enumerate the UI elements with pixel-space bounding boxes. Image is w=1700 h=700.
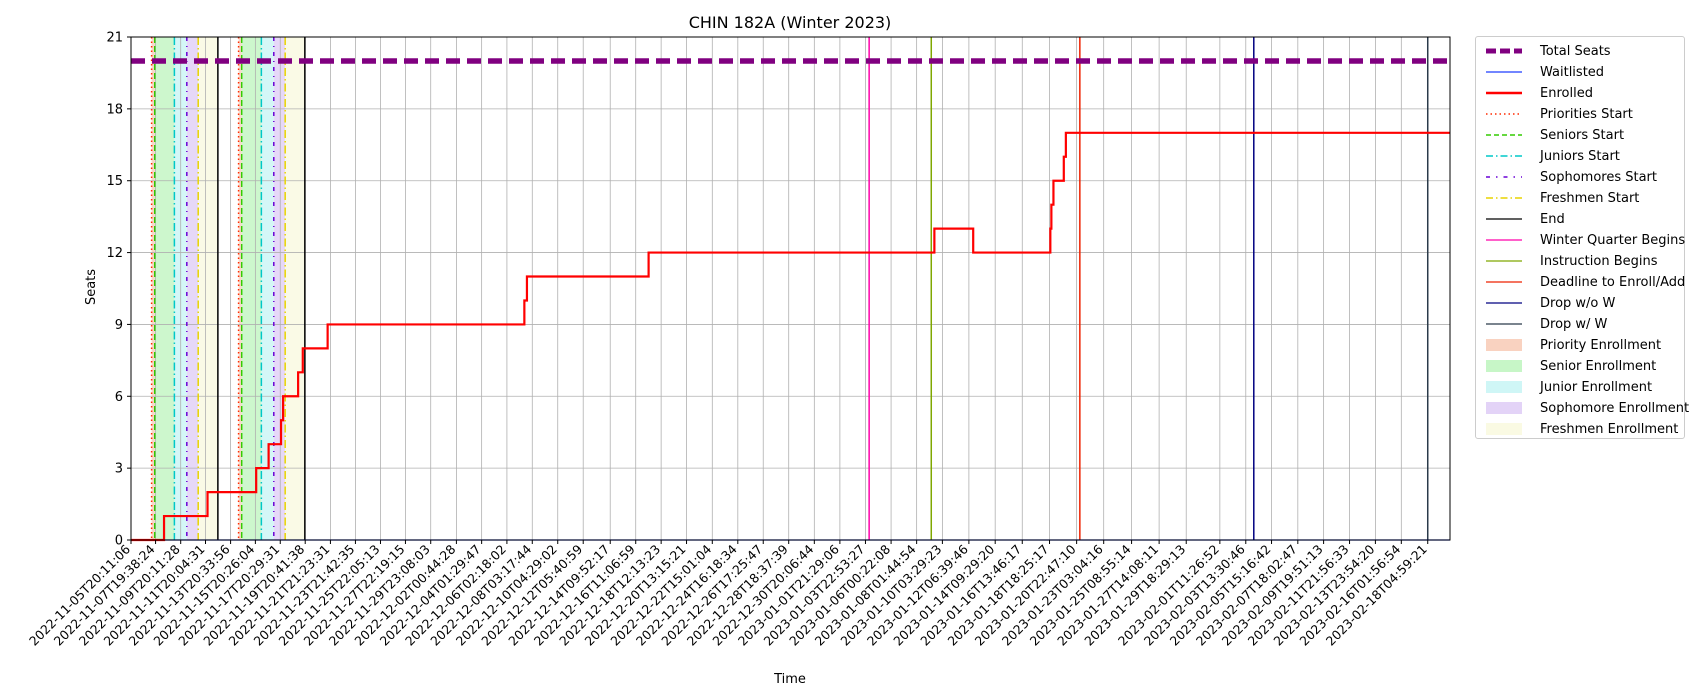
y-tick-label: 18 — [106, 102, 123, 117]
legend-swatch — [1486, 48, 1522, 54]
legend-swatch — [1486, 176, 1522, 178]
legend-swatch — [1486, 381, 1522, 393]
legend-item-priority-enrollment: Priority Enrollment — [1482, 336, 1661, 354]
legend-swatch — [1486, 239, 1522, 241]
legend-label: Priority Enrollment — [1540, 337, 1662, 353]
legend-swatch — [1486, 197, 1522, 199]
legend-item-deadline-to-enroll-add: Deadline to Enroll/Add — [1482, 273, 1685, 291]
legend-item-freshmen-start: Freshmen Start — [1482, 189, 1639, 207]
legend-label: Instruction Begins — [1540, 253, 1658, 269]
shaded-priority-enrollment — [238, 37, 242, 540]
legend-label: Waitlisted — [1540, 64, 1605, 80]
y-tick-label: 3 — [115, 462, 123, 477]
shaded-freshmen-enrollment — [198, 37, 218, 540]
legend-swatch — [1486, 402, 1522, 414]
legend-item-winter-quarter-begins: Winter Quarter Begins — [1482, 231, 1685, 249]
legend-swatch — [1486, 218, 1522, 220]
legend-item-instruction-begins: Instruction Begins — [1482, 252, 1658, 270]
legend-label: End — [1540, 211, 1565, 227]
series-enrolled — [131, 131, 1450, 542]
legend-item-end: End — [1482, 210, 1565, 228]
legend-item-junior-enrollment: Junior Enrollment — [1482, 378, 1652, 396]
legend-label: Sophomore Enrollment — [1540, 400, 1690, 416]
legend-label: Junior Enrollment — [1540, 379, 1653, 395]
shaded-sophomore-enrollment — [273, 37, 286, 540]
legend-swatch — [1486, 91, 1522, 95]
legend-item-sophomores-start: Sophomores Start — [1482, 168, 1657, 186]
legend-label: Freshmen Enrollment — [1540, 421, 1679, 437]
legend-item-waitlisted: Waitlisted — [1482, 63, 1604, 81]
legend-item-priorities-start: Priorities Start — [1482, 105, 1633, 123]
plot-frame — [130, 36, 1451, 541]
legend-label: Senior Enrollment — [1540, 358, 1657, 374]
legend-label: Total Seats — [1540, 43, 1611, 59]
chart-title: CHIN 182A (Winter 2023) — [689, 13, 892, 32]
legend-item-senior-enrollment: Senior Enrollment — [1482, 357, 1656, 375]
legend-swatch — [1486, 71, 1522, 73]
legend-swatch — [1486, 281, 1522, 283]
legend-item-sophomore-enrollment: Sophomore Enrollment — [1482, 399, 1689, 417]
legend-label: Freshmen Start — [1540, 190, 1640, 206]
legend-label: Drop w/ W — [1540, 316, 1608, 332]
plot-area — [131, 37, 1450, 540]
y-tick-label: 21 — [106, 31, 123, 46]
shaded-senior-enrollment — [154, 37, 175, 540]
y-tick-label: 0 — [115, 534, 123, 549]
legend-item-total-seats: Total Seats — [1482, 42, 1611, 60]
legend-item-enrolled: Enrolled — [1482, 84, 1593, 102]
legend-swatch — [1486, 155, 1522, 157]
legend-label: Drop w/o W — [1540, 295, 1616, 311]
shaded-junior-enrollment — [261, 37, 274, 540]
legend-item-drop-w-o-w: Drop w/o W — [1482, 294, 1615, 312]
legend-label: Sophomores Start — [1540, 169, 1657, 185]
legend-swatch — [1486, 360, 1522, 372]
legend-swatch — [1486, 339, 1522, 351]
legend-item-drop-w-w: Drop w/ W — [1482, 315, 1607, 333]
y-tick-label: 6 — [115, 390, 123, 405]
legend-swatch — [1486, 423, 1522, 435]
legend-label: Juniors Start — [1540, 148, 1620, 164]
legend-swatch — [1486, 302, 1522, 304]
y-tick-label: 15 — [106, 174, 123, 189]
legend-label: Winter Quarter Begins — [1540, 232, 1686, 248]
legend-item-seniors-start: Seniors Start — [1482, 126, 1624, 144]
legend-item-juniors-start: Juniors Start — [1482, 147, 1620, 165]
shaded-sophomore-enrollment — [186, 37, 199, 540]
legend-label: Enrolled — [1540, 85, 1593, 101]
shaded-senior-enrollment — [241, 37, 262, 540]
shaded-freshmen-enrollment — [285, 37, 305, 540]
legend-label: Seniors Start — [1540, 127, 1625, 143]
shaded-priority-enrollment — [151, 37, 155, 540]
legend-swatch — [1486, 134, 1522, 136]
legend-swatch — [1486, 323, 1522, 325]
chart-legend: Total Seats Waitlisted Enrolled Priorities … — [1475, 36, 1689, 439]
legend-swatch — [1486, 260, 1522, 262]
legend-label: Priorities Start — [1540, 106, 1633, 122]
y-axis-label: Seats — [84, 269, 99, 305]
y-tick-label: 9 — [115, 318, 123, 333]
x-axis-label: Time — [773, 672, 806, 687]
legend-label: Deadline to Enroll/Add — [1540, 274, 1686, 290]
legend-swatch — [1486, 113, 1522, 115]
legend-item-freshmen-enrollment: Freshmen Enrollment — [1482, 420, 1678, 438]
y-tick-label: 12 — [106, 246, 123, 261]
